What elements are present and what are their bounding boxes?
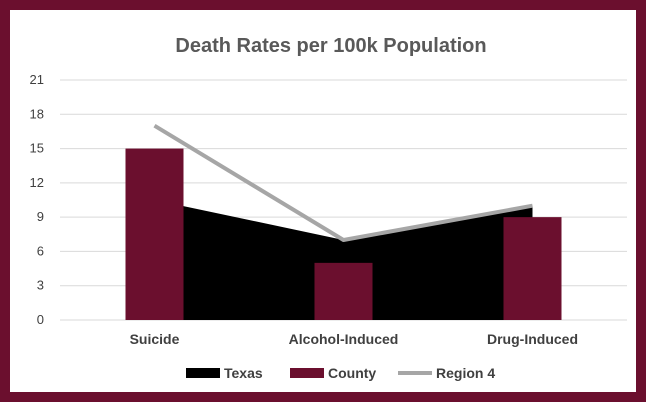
county-bar-drug-induced [503, 217, 562, 320]
region-line-layer [153, 124, 533, 242]
category-label: Drug-Induced [487, 331, 578, 347]
y-tick-label: 9 [37, 209, 44, 224]
chart-title: Death Rates per 100k Population [175, 35, 486, 57]
category-labels: Suicide Alcohol-Induced Drug-Induced [130, 331, 578, 347]
county-bar-suicide [125, 148, 184, 320]
category-label: Alcohol-Induced [289, 331, 399, 347]
category-label: Suicide [130, 331, 180, 347]
y-axis-ticks: 0 3 6 9 12 15 18 21 [30, 72, 44, 327]
texas-area-layer [154, 200, 533, 320]
county-bar-alcohol-induced [314, 262, 373, 320]
texas-area [154, 200, 533, 320]
legend-label: Texas [224, 365, 263, 381]
legend-swatch-texas [186, 368, 220, 378]
y-tick-label: 6 [37, 243, 44, 258]
y-tick-label: 15 [30, 141, 44, 156]
y-tick-label: 0 [37, 312, 44, 327]
legend-label: County [328, 365, 376, 381]
y-tick-label: 18 [30, 106, 44, 121]
y-tick-label: 3 [37, 278, 44, 293]
y-tick-label: 12 [30, 175, 44, 190]
legend: Texas County Region 4 [186, 365, 495, 381]
y-tick-label: 21 [30, 72, 44, 87]
legend-swatch-county [290, 368, 324, 378]
legend-label: Region 4 [436, 365, 495, 381]
county-bars-layer [125, 148, 562, 320]
